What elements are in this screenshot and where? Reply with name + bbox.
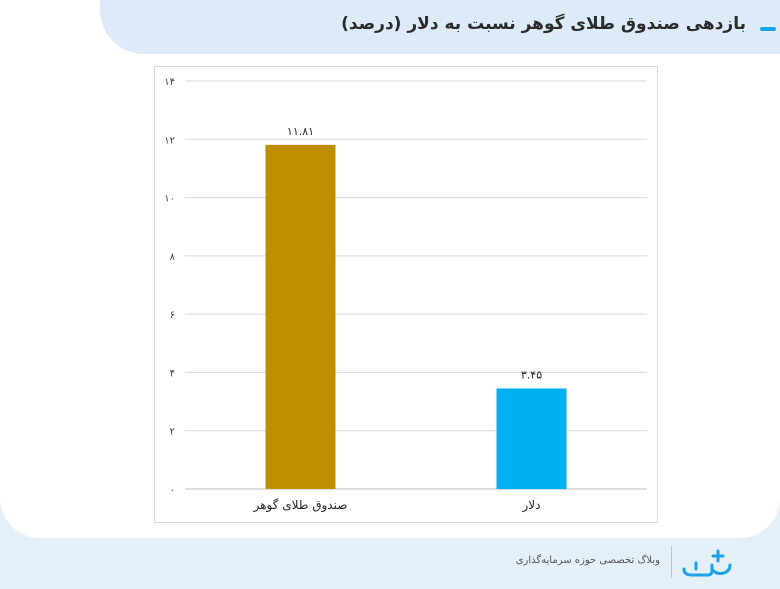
bar-chart: ۰ ۲ ۴ ۶ ۸ ۱۰ ۱۲ ۱۴ ۱۱.۸۱ صندوق طلای گوهر ۳.۴۵ دلار xyxy=(164,77,647,513)
chart-card: بازدهی صندوق طلای گوهر نسبت به دلار (درص… xyxy=(0,0,780,538)
sarmayeh-logo-icon xyxy=(682,549,732,577)
footer-divider xyxy=(671,546,672,578)
y-tick-label: ۴ xyxy=(170,368,175,379)
title-bar: بازدهی صندوق طلای گوهر نسبت به دلار (درص… xyxy=(100,0,780,54)
y-tick-label: ۰ xyxy=(170,485,175,496)
bar xyxy=(265,144,336,489)
y-tick-label: ۱۰ xyxy=(164,194,175,205)
chart-frame: ۰ ۲ ۴ ۶ ۸ ۱۰ ۱۲ ۱۴ ۱۱.۸۱ صندوق طلای گوهر ۳.۴۵ دلار xyxy=(154,66,658,523)
footer-tagline: وبلاگ تخصصی حوزه سرمایه‌گذاری xyxy=(515,555,660,566)
data-label: ۳.۴۵ xyxy=(521,368,542,381)
y-tick-label: ۸ xyxy=(170,252,176,263)
bar xyxy=(496,388,567,489)
y-tick-label: ۶ xyxy=(170,310,175,321)
y-tick-label: ۲ xyxy=(170,427,175,438)
title-accent-dash xyxy=(760,27,776,31)
y-tick-label: ۱۲ xyxy=(164,135,175,146)
y-tick-label: ۱۴ xyxy=(164,77,175,88)
data-label: ۱۱.۸۱ xyxy=(287,125,314,138)
x-tick-label: دلار xyxy=(522,498,541,513)
page-title: بازدهی صندوق طلای گوهر نسبت به دلار (درص… xyxy=(341,14,746,34)
x-tick-label: صندوق طلای گوهر xyxy=(253,498,348,513)
